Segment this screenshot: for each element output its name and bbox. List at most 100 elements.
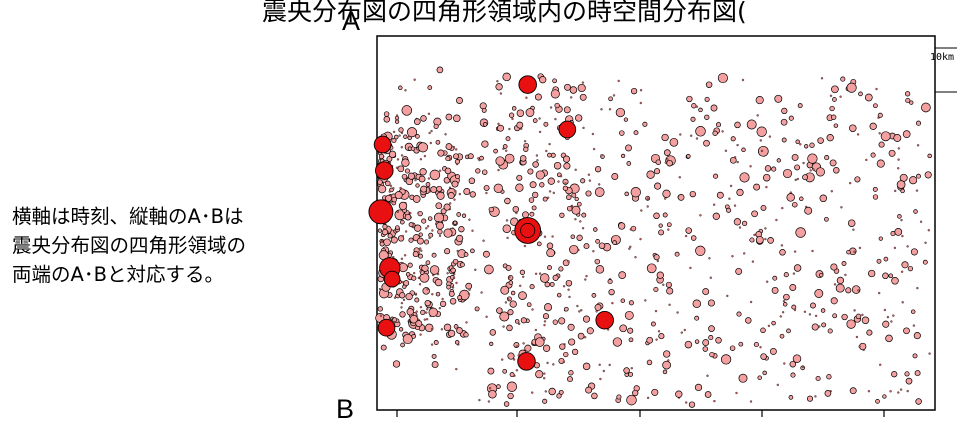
event-dot	[793, 250, 797, 253]
event-dot	[563, 306, 569, 312]
event-dot	[532, 191, 539, 199]
event-dot	[630, 367, 633, 370]
event-dot	[523, 146, 529, 152]
event-dot	[602, 369, 605, 373]
event-dot	[830, 190, 833, 193]
event-dot	[418, 232, 423, 237]
event-dot	[653, 168, 661, 175]
event-dot	[832, 97, 837, 102]
event-dot	[543, 235, 547, 238]
event-dot	[617, 79, 620, 83]
event-dot	[411, 334, 417, 339]
event-dot	[889, 390, 892, 393]
event-dot	[791, 153, 799, 161]
event-dot	[591, 293, 597, 298]
event-dot	[755, 96, 764, 105]
event-dot	[924, 171, 932, 179]
event-dot	[595, 310, 598, 313]
event-dot	[445, 143, 453, 150]
event-dot	[832, 313, 838, 319]
event-dot	[571, 205, 581, 215]
event-dot	[423, 154, 427, 158]
event-dot	[394, 119, 400, 124]
event-dot	[409, 211, 412, 215]
event-dot	[892, 314, 895, 317]
event-dot	[580, 309, 583, 312]
event-dot	[632, 389, 639, 397]
event-dot	[398, 85, 403, 91]
event-dot	[386, 155, 393, 162]
event-dot	[766, 280, 769, 283]
event-dot	[401, 158, 410, 167]
event-dot	[497, 168, 500, 172]
event-dot	[519, 284, 522, 287]
event-dot	[662, 212, 668, 218]
event-dot	[688, 401, 696, 408]
event-dot	[566, 194, 572, 201]
event-dot	[436, 185, 443, 192]
event-dot	[764, 237, 767, 241]
event-dot	[829, 94, 833, 97]
event-dot	[544, 390, 547, 393]
event-dot	[468, 288, 471, 291]
event-dot	[570, 96, 573, 99]
event-dot	[499, 311, 510, 322]
event-dot	[502, 144, 508, 149]
event-dot	[654, 309, 658, 313]
event-dot	[656, 259, 659, 263]
event-dot	[425, 182, 431, 187]
event-dot	[545, 149, 548, 153]
event-dot	[627, 327, 634, 334]
event-dot	[646, 263, 657, 274]
event-dot	[591, 132, 595, 136]
event-dot	[794, 164, 801, 171]
event-dot	[436, 66, 444, 74]
event-dot	[726, 207, 732, 213]
event-dot	[882, 320, 890, 328]
event-dot	[762, 370, 767, 376]
event-dot	[888, 149, 896, 157]
event-dot	[790, 372, 796, 378]
event-dot	[736, 188, 744, 197]
event-dot	[542, 313, 550, 320]
event-dot	[582, 362, 591, 371]
event-dot	[556, 393, 562, 399]
event-dot	[455, 367, 458, 371]
event-dot	[438, 234, 442, 237]
event-dot	[858, 246, 862, 250]
event-dot	[428, 232, 434, 238]
event-dot	[830, 297, 838, 305]
event-dot	[562, 360, 566, 364]
event-dot	[404, 89, 407, 92]
event-dot	[538, 272, 542, 275]
event-dot	[576, 201, 582, 207]
event-dot	[413, 118, 421, 125]
event-dot	[437, 149, 445, 157]
event-dot	[639, 101, 642, 105]
event-dot	[619, 324, 628, 333]
event-dot	[535, 170, 545, 180]
event-dot	[764, 227, 767, 230]
event-dot	[532, 118, 538, 123]
event-dot	[429, 169, 441, 181]
event-dot	[532, 161, 539, 168]
event-dot	[612, 94, 616, 97]
event-dot	[715, 337, 722, 344]
event-dot	[712, 130, 718, 136]
event-dot	[783, 293, 790, 301]
event-dot	[855, 313, 862, 320]
event-dot	[633, 130, 639, 136]
event-dot	[646, 197, 649, 200]
event-dot	[883, 256, 889, 262]
event-dot	[730, 136, 736, 142]
event-dot	[906, 389, 909, 393]
event-dot	[873, 103, 878, 109]
event-dot	[819, 194, 828, 203]
event-dot	[735, 267, 743, 275]
event-dot	[515, 345, 518, 348]
event-dot	[428, 186, 431, 189]
event-dot	[878, 132, 881, 135]
event-dot	[435, 139, 441, 145]
event-dot	[443, 323, 452, 332]
event-dot	[667, 228, 670, 231]
